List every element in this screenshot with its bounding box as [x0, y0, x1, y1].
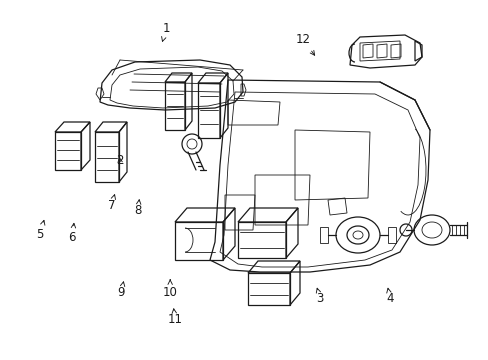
Text: 3: 3 — [316, 288, 324, 305]
Text: 12: 12 — [295, 33, 314, 55]
Text: 9: 9 — [117, 282, 125, 299]
Text: 4: 4 — [386, 288, 393, 305]
Text: 8: 8 — [134, 200, 142, 217]
Text: 11: 11 — [167, 309, 182, 326]
Text: 1: 1 — [162, 22, 170, 41]
Text: 7: 7 — [107, 195, 115, 212]
Text: 10: 10 — [163, 280, 177, 299]
Text: 6: 6 — [68, 223, 76, 244]
Text: 5: 5 — [36, 220, 45, 240]
Text: 2: 2 — [116, 154, 123, 167]
